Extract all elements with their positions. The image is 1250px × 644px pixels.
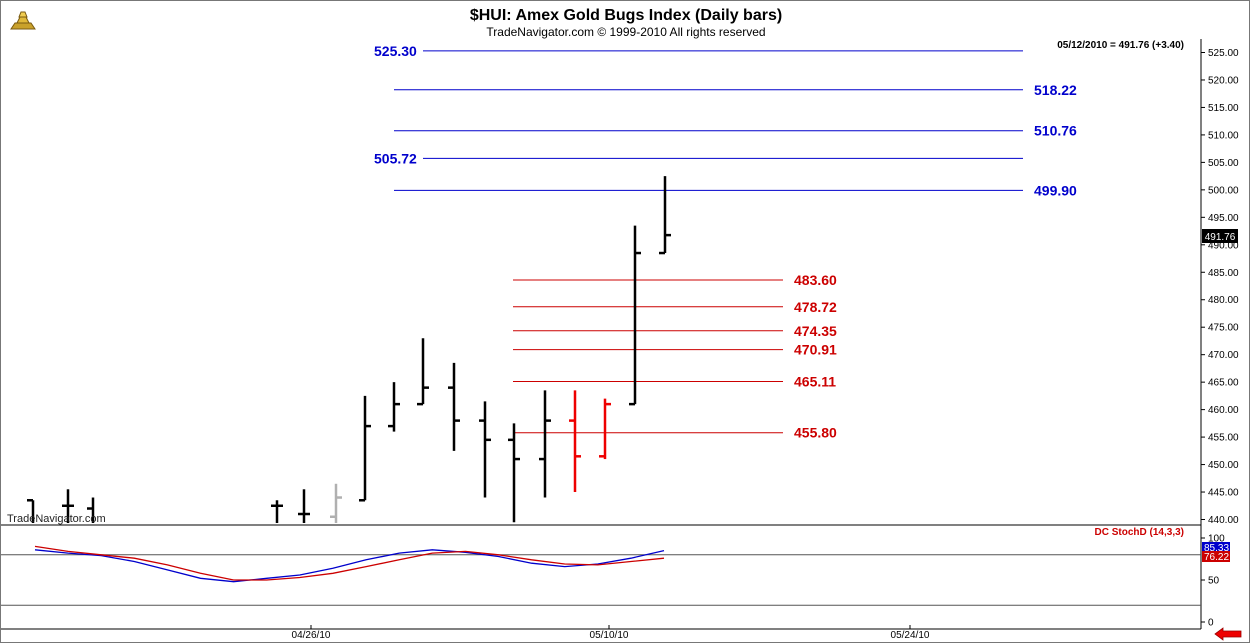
date-axis: 04/26/10 05/10/10 05/24/10 xyxy=(292,625,930,641)
stochastic-indicator: 100 50 0 xyxy=(1,534,1225,629)
resistance-label: 505.72 xyxy=(374,150,417,166)
ohlc-bar xyxy=(569,390,581,493)
watermark: TradeNavigator.com xyxy=(7,513,106,525)
price-tick-label: 505.00 xyxy=(1208,158,1239,169)
indicator-series-line xyxy=(34,549,665,583)
ohlc-bar xyxy=(599,398,611,460)
price-tick-label: 485.00 xyxy=(1208,268,1239,279)
indicator-series-line xyxy=(34,545,665,581)
resistance-label: 499.90 xyxy=(1034,182,1077,198)
levels: 525.30 518.22 510.76 505.72 499.90 483.60 478.… xyxy=(374,43,1077,441)
ohlc-bar xyxy=(87,497,95,523)
ohlc-bar xyxy=(539,390,551,498)
price-tick-label: 520.00 xyxy=(1208,75,1239,86)
price-tick-label: 515.00 xyxy=(1208,103,1239,114)
price-axis: 525.00 520.00 515.00 510.00 505.00 500.00 495.… xyxy=(1201,48,1239,526)
indicator-value-box-1 xyxy=(1202,542,1230,552)
ohlc-bar xyxy=(417,338,429,406)
price-tick-label: 510.00 xyxy=(1208,130,1239,141)
ohlc-bar xyxy=(479,401,491,498)
support-label: 478.72 xyxy=(794,299,837,315)
price-tick-label: 480.00 xyxy=(1208,295,1239,306)
ohlc-bar xyxy=(271,500,283,523)
ohlc-bars xyxy=(27,176,671,523)
ohlc-bar xyxy=(448,362,460,451)
indicator-tick-label: 50 xyxy=(1208,576,1220,587)
gold-bars-logo-icon xyxy=(10,11,36,30)
ohlc-bar xyxy=(62,489,74,523)
ohlc-bar xyxy=(359,395,371,502)
price-tick-label: 475.00 xyxy=(1208,323,1239,334)
chart-title: $HUI: Amex Gold Bugs Index (Daily bars) xyxy=(470,7,782,24)
indicator-tick-label: 0 xyxy=(1208,618,1214,629)
indicator-value-1: 85.33 xyxy=(1204,543,1229,554)
resistance-label: 518.22 xyxy=(1034,82,1077,98)
last-price-label: 491.76 xyxy=(1205,232,1236,243)
last-bar-info: 05/12/2010 = 491.76 (+3.40) xyxy=(1057,40,1184,51)
price-tick-label: 460.00 xyxy=(1208,405,1239,416)
price-tick-label: 465.00 xyxy=(1208,378,1239,389)
chart-subtitle: TradeNavigator.com © 1999-2010 All right… xyxy=(486,25,765,39)
support-label: 455.80 xyxy=(794,425,837,441)
resistance-label: 510.76 xyxy=(1034,123,1077,139)
scroll-left-arrow-icon[interactable] xyxy=(1214,627,1242,641)
ohlc-bar xyxy=(27,499,35,523)
date-tick-label: 04/26/10 xyxy=(292,630,331,641)
ohlc-bar xyxy=(629,225,641,406)
price-tick-label: 455.00 xyxy=(1208,433,1239,444)
indicator-tick-label: 100 xyxy=(1208,534,1225,545)
price-tick-label: 450.00 xyxy=(1208,460,1239,471)
price-tick-label: 495.00 xyxy=(1208,213,1239,224)
indicator-value-2: 76.22 xyxy=(1204,552,1229,563)
date-tick-label: 05/24/10 xyxy=(891,630,930,641)
date-tick-label: 05/10/10 xyxy=(590,630,629,641)
support-label: 474.35 xyxy=(794,323,837,339)
support-label: 465.11 xyxy=(794,374,836,390)
price-tick-label: 525.00 xyxy=(1208,48,1239,59)
support-label: 483.60 xyxy=(794,272,837,288)
price-tick-label: 470.00 xyxy=(1208,350,1239,361)
price-tick-label: 445.00 xyxy=(1208,488,1239,499)
price-tick-label: 500.00 xyxy=(1208,185,1239,196)
ohlc-bar xyxy=(659,176,671,255)
support-label: 470.91 xyxy=(794,342,837,358)
last-price-box xyxy=(1202,229,1238,243)
indicator-value-box-2 xyxy=(1202,551,1230,562)
ohlc-bar xyxy=(298,489,310,523)
ohlc-bar xyxy=(388,382,400,432)
resistance-label: 525.30 xyxy=(374,43,417,59)
price-tick-label: 440.00 xyxy=(1208,515,1239,526)
price-tick-label: 490.00 xyxy=(1208,240,1239,251)
indicator-name: DC StochD (14,3,3) xyxy=(1095,527,1184,538)
ohlc-bar xyxy=(330,483,342,523)
ohlc-bar xyxy=(508,423,520,523)
